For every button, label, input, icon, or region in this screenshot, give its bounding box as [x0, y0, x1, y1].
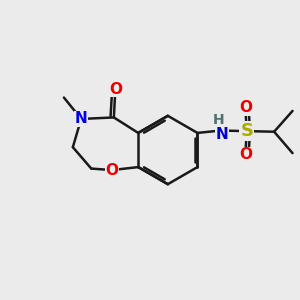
Text: O: O: [239, 147, 252, 162]
Text: O: O: [106, 163, 118, 178]
Text: H: H: [213, 113, 224, 127]
Text: O: O: [109, 82, 122, 97]
Text: N: N: [216, 128, 229, 142]
Text: N: N: [75, 111, 88, 126]
Text: S: S: [240, 122, 253, 140]
Text: O: O: [239, 100, 252, 115]
